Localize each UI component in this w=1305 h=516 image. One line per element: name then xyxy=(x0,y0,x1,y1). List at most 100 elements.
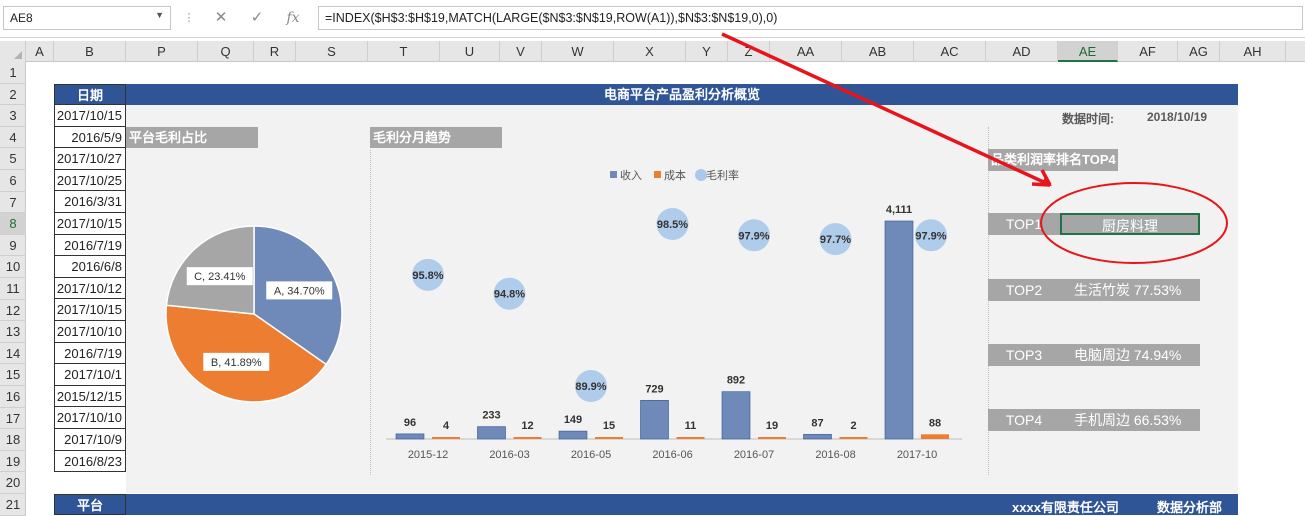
revenue-bar xyxy=(477,426,506,440)
date-cell[interactable]: 2016/5/9 xyxy=(54,126,126,149)
row-header-9[interactable]: 9 xyxy=(0,235,26,257)
rank-item[interactable]: 生活竹炭 77.53% xyxy=(1060,279,1200,301)
row-header-18[interactable]: 18 xyxy=(0,429,26,451)
annotation-arrow xyxy=(721,32,1052,187)
row-header-5[interactable]: 5 xyxy=(0,148,26,170)
column-header-ag[interactable]: AG xyxy=(1178,41,1220,62)
date-cell[interactable]: 2017/10/9 xyxy=(54,429,126,451)
insert-function-icon[interactable]: fx xyxy=(286,10,300,26)
annotation-ellipse xyxy=(1040,182,1228,264)
revenue-label: 729 xyxy=(645,383,663,395)
row-header-2[interactable]: 2 xyxy=(0,84,26,106)
cost-label: 19 xyxy=(766,420,778,432)
legend-marker xyxy=(610,171,617,178)
rank-item[interactable]: 电脑周边 74.94% xyxy=(1060,344,1200,366)
legend-label: 成本 xyxy=(664,168,686,182)
pie-label-bg xyxy=(186,267,253,286)
date-cell[interactable]: 2017/10/15 xyxy=(54,299,126,321)
row-header-7[interactable]: 7 xyxy=(0,192,26,214)
date-cell[interactable]: 2016/7/19 xyxy=(54,342,126,365)
revenue-label: 4,111 xyxy=(886,204,912,216)
date-cell[interactable]: 2015/12/15 xyxy=(54,385,126,408)
column-header-ab[interactable]: AB xyxy=(842,41,914,62)
column-header-u[interactable]: U xyxy=(440,41,500,62)
margin-label: 95.8% xyxy=(412,270,443,282)
footer-company: xxxx有限责任公司 xyxy=(1012,500,1119,515)
row-header-12[interactable]: 12 xyxy=(0,300,26,322)
row-header-11[interactable]: 11 xyxy=(0,278,26,300)
date-cell[interactable]: 2017/10/27 xyxy=(54,148,126,170)
column-header-y[interactable]: Y xyxy=(686,41,728,62)
more-icon: ⋮ xyxy=(183,12,195,24)
date-cell[interactable]: 2017/10/10 xyxy=(54,407,126,429)
column-header-w[interactable]: W xyxy=(542,41,614,62)
enter-icon[interactable]: ✓ xyxy=(250,9,264,26)
revenue-bar xyxy=(803,434,832,440)
row-header-6[interactable]: 6 xyxy=(0,170,26,192)
date-cell[interactable]: 2016/8/23 xyxy=(54,450,126,473)
chevron-down-icon[interactable]: ▼ xyxy=(155,10,164,20)
row-header-4[interactable]: 4 xyxy=(0,127,26,149)
row-header-1[interactable]: 1 xyxy=(0,62,26,84)
column-header-q[interactable]: Q xyxy=(198,41,254,62)
date-cell[interactable]: 2016/3/31 xyxy=(54,191,126,213)
revenue-label: 149 xyxy=(564,414,582,426)
margin-label: 97.9% xyxy=(915,230,946,242)
column-header-a[interactable]: A xyxy=(26,41,54,62)
legend-marker xyxy=(654,171,661,178)
formula-input[interactable]: =INDEX($H$3:$H$19,MATCH(LARGE($N$3:$N$19… xyxy=(318,6,1303,30)
cost-label: 2 xyxy=(850,420,856,432)
column-header-x[interactable]: X xyxy=(614,41,686,62)
column-header-ae[interactable]: AE xyxy=(1058,41,1118,62)
row-header-3[interactable]: 3 xyxy=(0,105,26,127)
row-header-8[interactable]: 8 xyxy=(0,213,26,235)
date-cell[interactable]: 2017/10/25 xyxy=(54,169,126,192)
pie-chart: A, 34.70% B, 41.89% C, 23.41% xyxy=(165,225,343,403)
date-cell[interactable]: 2016/6/8 xyxy=(54,256,126,278)
row-header-10[interactable]: 10 xyxy=(0,256,26,278)
data-time-value: 2018/10/19 xyxy=(1147,110,1208,124)
column-header-aa[interactable]: AA xyxy=(770,41,842,62)
row-header-15[interactable]: 15 xyxy=(0,364,26,386)
footer-dept: 数据分析部 xyxy=(1157,500,1223,515)
rank-item-selected[interactable]: 厨房料理 xyxy=(1060,213,1200,235)
x-tick-label: 2017-10 xyxy=(897,449,937,461)
column-header-z[interactable]: Z xyxy=(728,41,770,62)
pie-section-title: 平台毛利占比 xyxy=(126,127,258,148)
select-all-corner[interactable] xyxy=(0,41,26,62)
column-header-v[interactable]: V xyxy=(500,41,542,62)
column-header-ad[interactable]: AD xyxy=(986,41,1058,62)
column-header-r[interactable]: R xyxy=(254,41,296,62)
date-cell[interactable]: 2017/10/12 xyxy=(54,277,126,300)
column-header-af[interactable]: AF xyxy=(1118,41,1178,62)
row-header-13[interactable]: 13 xyxy=(0,321,26,343)
date-cell[interactable]: 2017/10/10 xyxy=(54,321,126,343)
rank-item[interactable]: 手机周边 66.53% xyxy=(1060,409,1200,431)
column-header-b[interactable]: B xyxy=(54,41,126,62)
date-cell[interactable]: 2017/10/15 xyxy=(54,213,126,235)
rank-section-title: 品类利润率排名TOP4 xyxy=(988,149,1118,171)
column-header-ah[interactable]: AH xyxy=(1220,41,1286,62)
name-box[interactable]: AE8 ▼ xyxy=(3,6,171,30)
date-cell[interactable]: 2016/7/19 xyxy=(54,234,126,257)
row-header-14[interactable]: 14 xyxy=(0,343,26,365)
column-header-t[interactable]: T xyxy=(368,41,440,62)
cancel-icon[interactable]: ✕ xyxy=(214,9,228,26)
legend-label: 毛利率 xyxy=(706,168,739,182)
row-header-19[interactable]: 19 xyxy=(0,451,26,473)
date-cell[interactable]: 2017/10/1 xyxy=(54,364,126,386)
row-header-16[interactable]: 16 xyxy=(0,386,26,408)
column-header-bar: A B P Q R S T U V W X Y Z AA AB AC AD AE AF AG AH xyxy=(0,41,1305,62)
data-time-label: 数据时间: xyxy=(1062,112,1114,126)
pie-label: B, 41.89% xyxy=(211,357,262,369)
margin-label: 94.8% xyxy=(494,289,525,301)
row-header-17[interactable]: 17 xyxy=(0,408,26,430)
column-header-ac[interactable]: AC xyxy=(914,41,986,62)
row-header-20[interactable]: 20 xyxy=(0,472,26,494)
name-box-value: AE8 xyxy=(10,11,33,25)
column-header-s[interactable]: S xyxy=(296,41,368,62)
revenue-label: 96 xyxy=(404,417,416,429)
date-cell[interactable]: 2017/10/15 xyxy=(54,105,126,127)
column-header-p[interactable]: P xyxy=(126,41,198,62)
